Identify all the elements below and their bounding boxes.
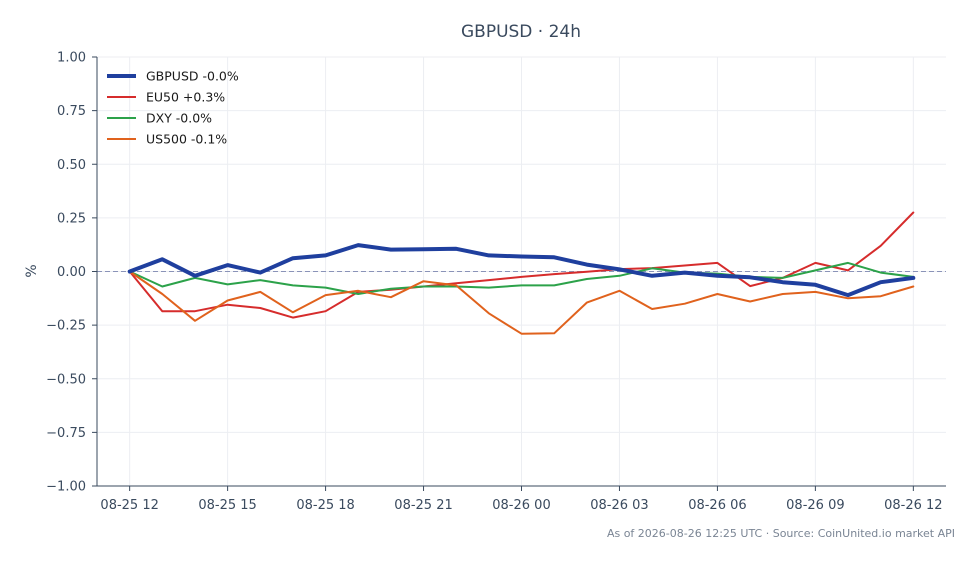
y-tick-label: 0.25 [57, 211, 86, 226]
x-tick-label: 08-26 12 [884, 498, 942, 513]
y-tick-label: 0.75 [57, 104, 86, 119]
y-tick-label: −1.00 [46, 480, 86, 495]
series-line-0 [127, 243, 916, 298]
legend-label: EU50 +0.3% [146, 90, 225, 105]
y-tick-label: 0.00 [57, 265, 86, 280]
x-tick-label: 08-25 21 [394, 498, 452, 513]
y-axis-ticks: 1.00 0.75 0.50 0.25 0.00 −0.25 −0.50 −0.75 −1.00 [46, 51, 97, 495]
y-axis-label: % [24, 264, 40, 277]
footer-source-note: As of 2026-08-26 12:25 UTC · Source: Coi… [607, 527, 955, 540]
y-tick-label: 0.50 [57, 158, 86, 173]
x-axis-ticks: 08-25 12 08-25 15 08-25 18 08-25 21 08-26 00… [100, 486, 943, 513]
x-tick-label: 08-25 18 [296, 498, 354, 513]
x-tick-label: 08-26 09 [786, 498, 844, 513]
y-tick-label: −0.50 [46, 372, 86, 387]
legend-label: GBPUSD -0.0% [146, 69, 239, 84]
series-line-3 [128, 270, 915, 335]
y-tick-label: −0.75 [46, 426, 86, 441]
chart-title: GBPUSD · 24h [461, 22, 581, 42]
legend: GBPUSD -0.0% EU50 +0.3% DXY -0.0% US500 -0.… [107, 69, 239, 147]
y-tick-label: −0.25 [46, 319, 86, 334]
x-tick-label: 08-26 06 [688, 498, 746, 513]
legend-label: US500 -0.1% [146, 132, 227, 147]
x-tick-label: 08-26 03 [590, 498, 648, 513]
series-lines [127, 211, 916, 335]
x-tick-label: 08-25 12 [100, 498, 158, 513]
series-line-2 [128, 261, 915, 295]
y-tick-label: 1.00 [57, 51, 86, 66]
legend-label: DXY -0.0% [146, 111, 212, 126]
x-tick-label: 08-26 00 [492, 498, 550, 513]
x-tick-label: 08-25 15 [198, 498, 256, 513]
